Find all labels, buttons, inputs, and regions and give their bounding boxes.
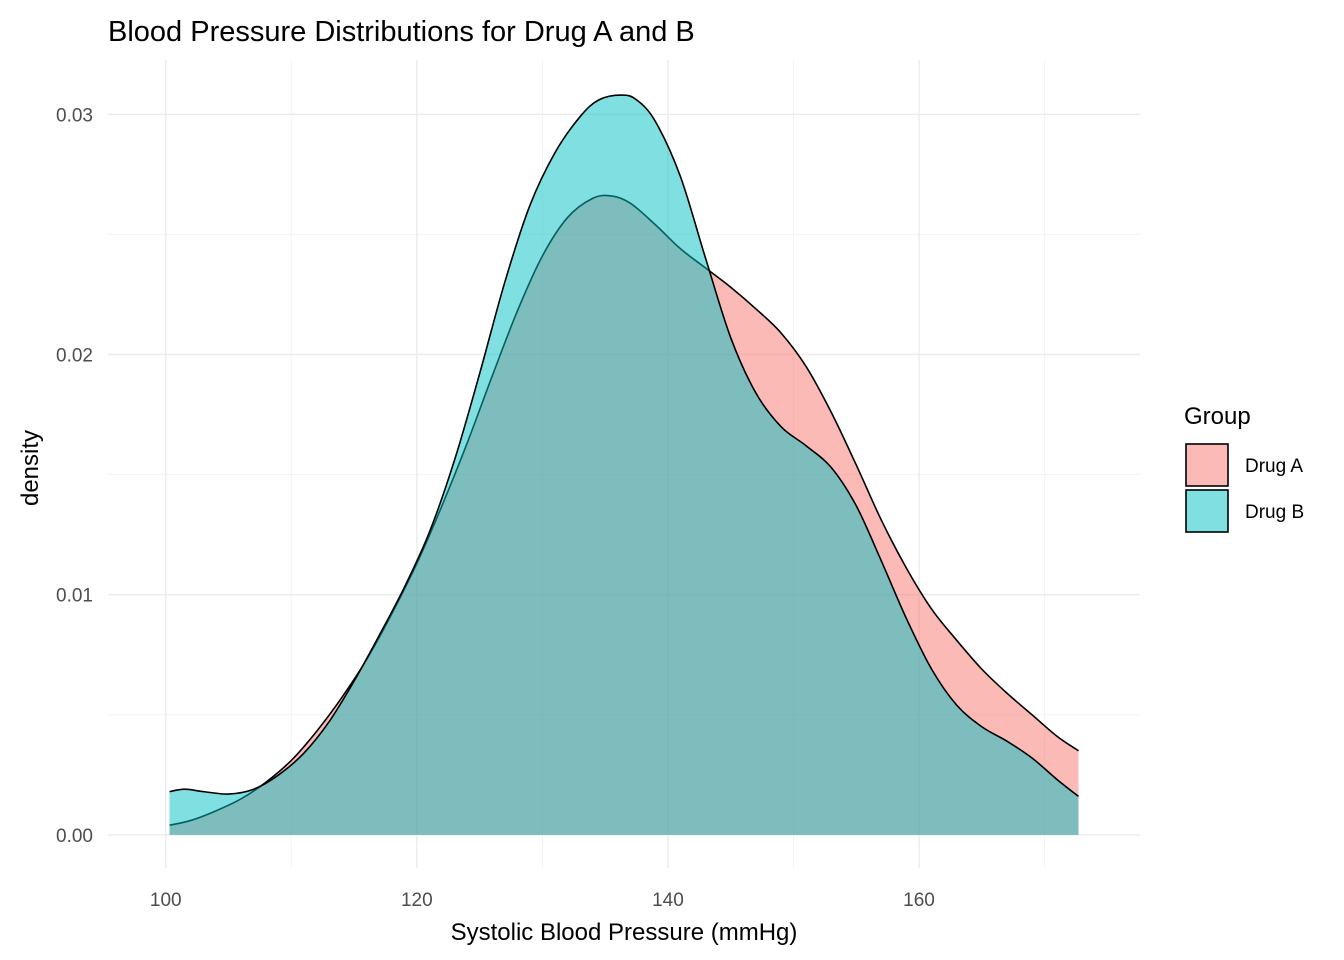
legend: Group Drug A Drug B [1184,403,1304,533]
x-axis-title: Systolic Blood Pressure (mmHg) [451,919,798,946]
legend-key-drug-a [1185,443,1229,487]
density-areas [169,94,1079,835]
legend-items: Drug A Drug B [1185,443,1304,533]
y-axis-title: density [17,430,44,506]
density-area-drug-b [169,95,1079,835]
legend-key-drug-b [1185,489,1229,533]
y-tick-label: 0.01 [56,586,93,607]
legend-label-drug-a: Drug A [1245,456,1303,477]
density-outline-drug-b [169,94,1079,798]
x-tick-label: 160 [903,890,935,911]
x-tick-label: 120 [401,890,433,911]
legend-title: Group [1184,403,1251,430]
x-tick-label: 100 [150,890,182,911]
x-tick-label: 140 [652,890,684,911]
y-axis-ticks: 0.00 0.01 0.02 0.03 [56,105,93,847]
x-axis-ticks: 100 120 140 160 [150,890,935,911]
y-tick-label: 0.02 [56,345,93,366]
chart-title: Blood Pressure Distributions for Drug A … [108,16,695,48]
y-tick-label: 0.00 [56,826,93,847]
legend-label-drug-b: Drug B [1245,502,1304,523]
y-tick-label: 0.03 [56,105,93,126]
